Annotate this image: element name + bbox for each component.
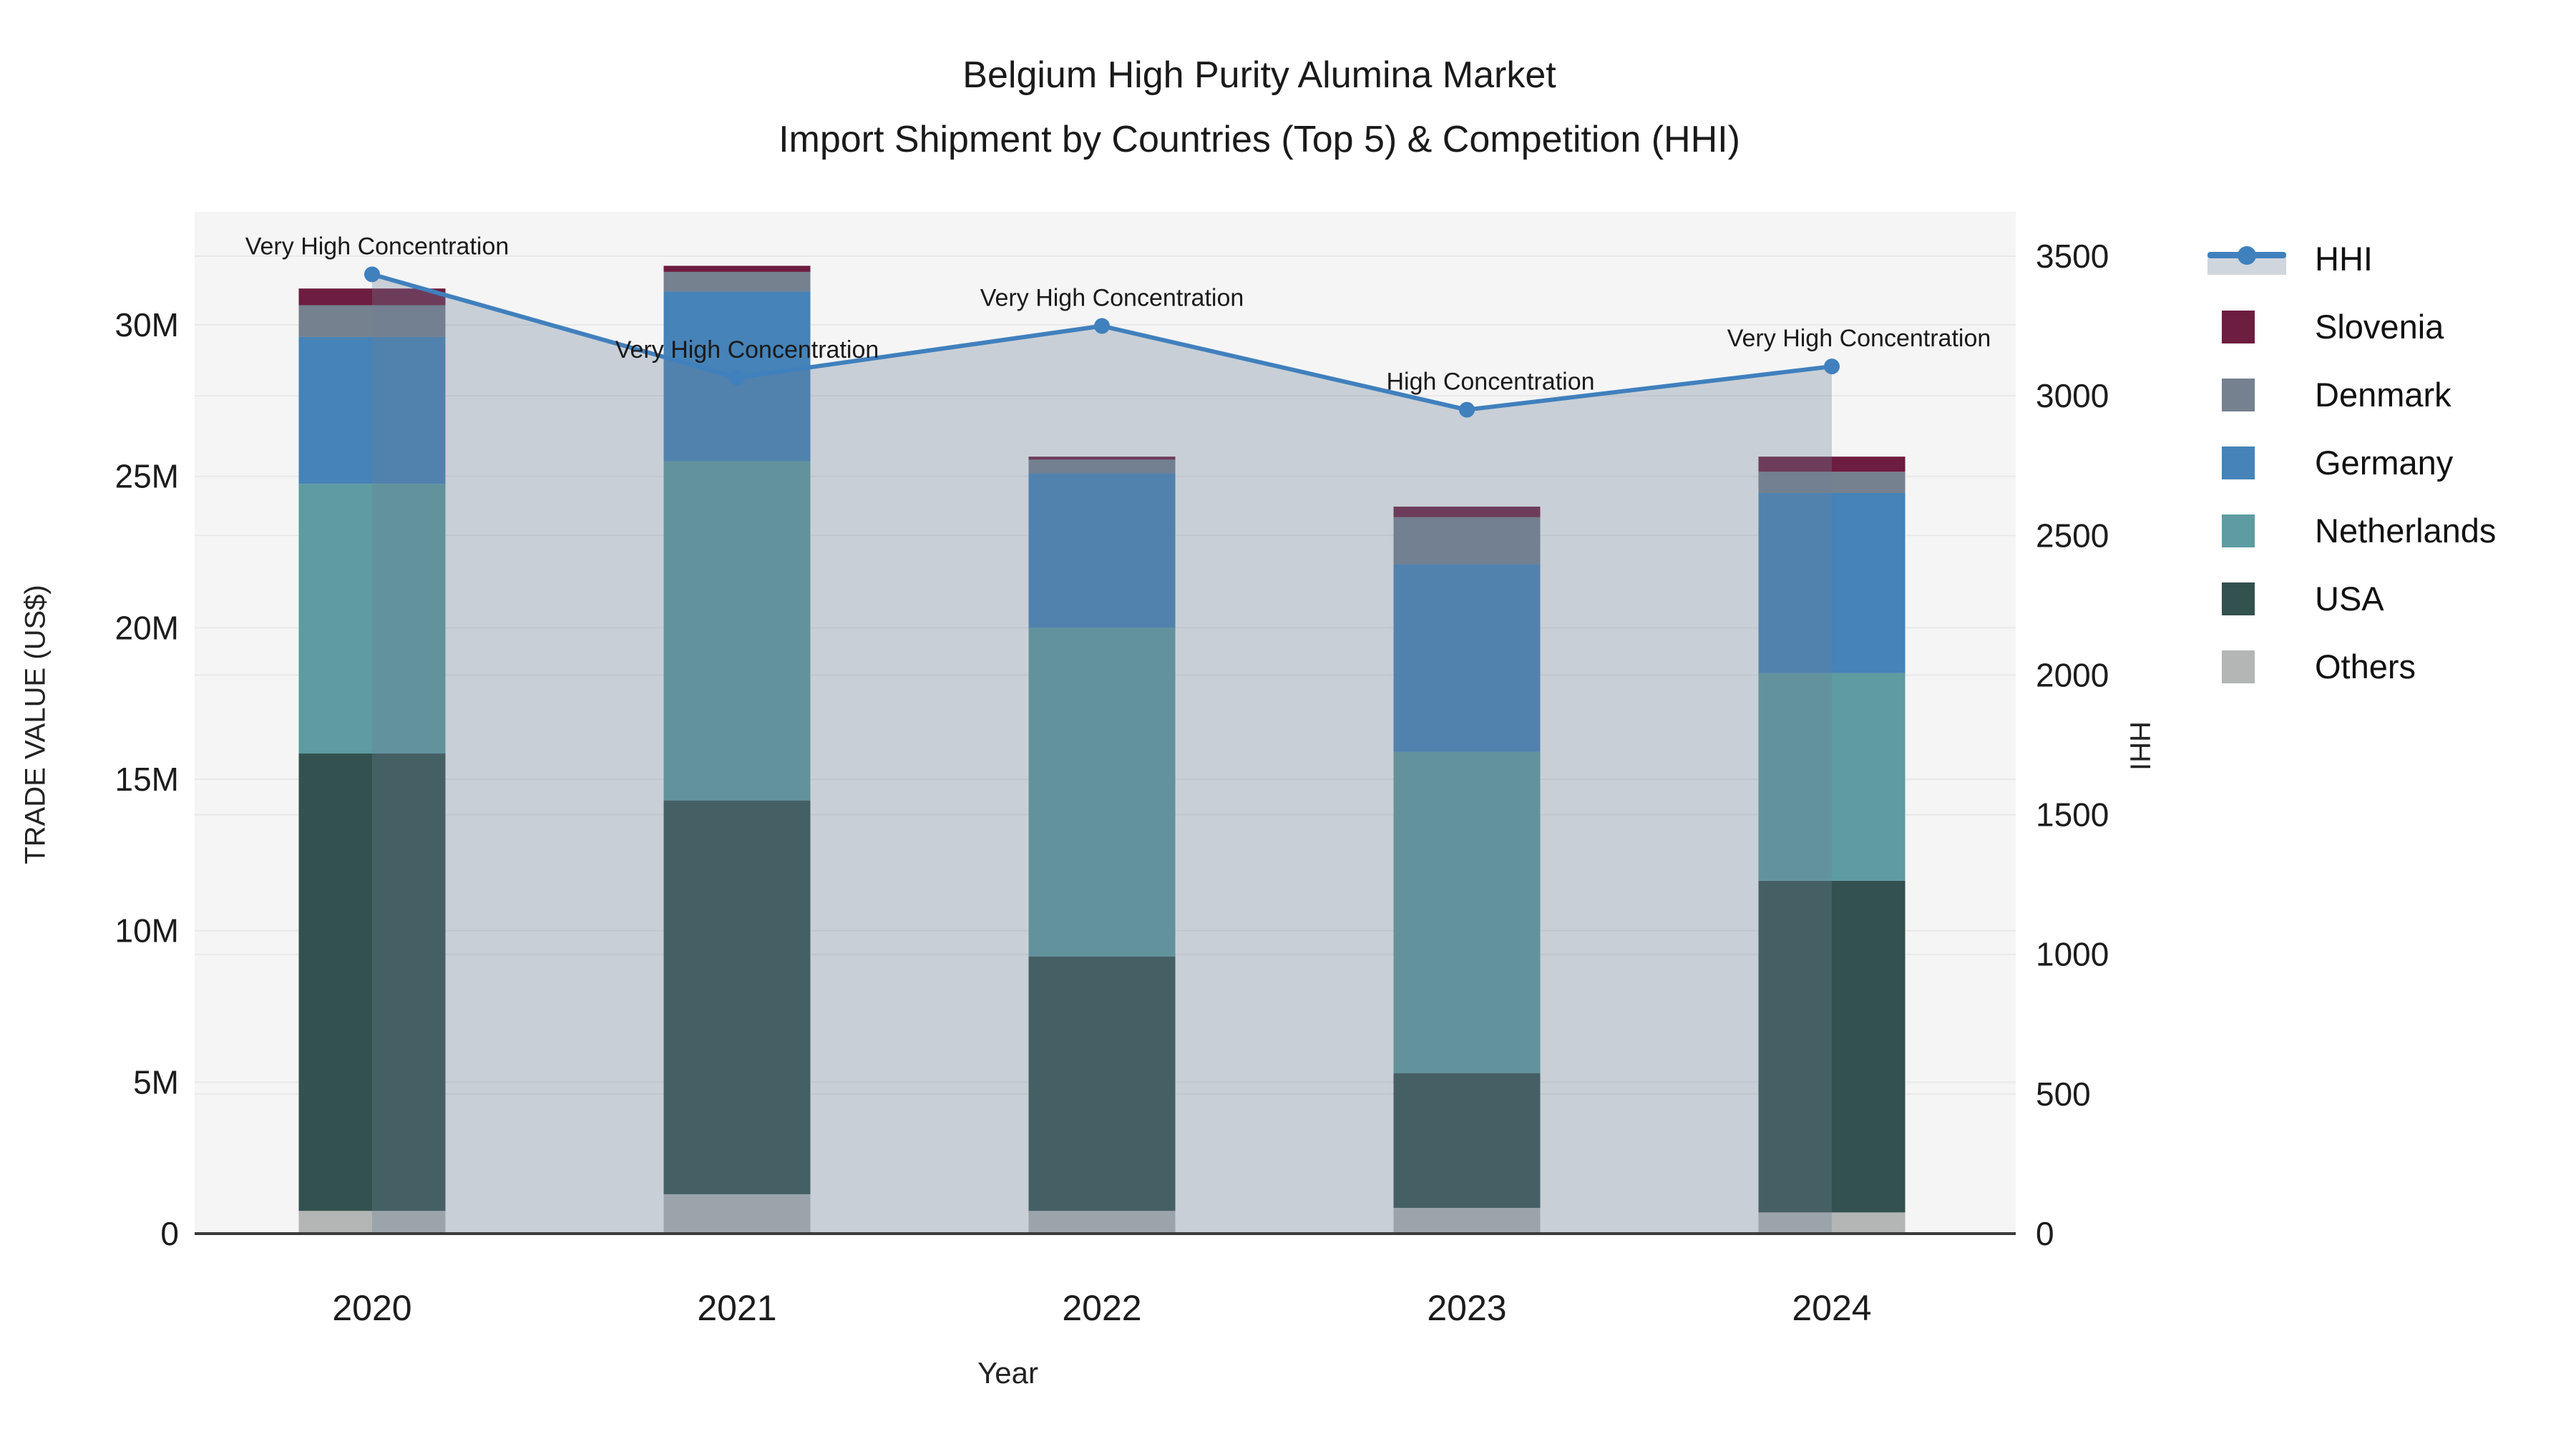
legend-label-slovenia: Slovenia (2315, 308, 2444, 346)
tick-label-year-2021: 2021 (697, 1288, 776, 1328)
chart-title-line2: Import Shipment by Countries (Top 5) & C… (779, 119, 1740, 160)
legend-label-hhi: HHI (2315, 240, 2373, 278)
bar-segment-others-2023[interactable] (1393, 1208, 1541, 1234)
legend-label-others: Others (2315, 648, 2416, 686)
legend-swatch-denmark-icon (2222, 378, 2255, 411)
y-axis-title-left: TRADE VALUE (US$) (19, 585, 52, 864)
legend-label-germany: Germany (2315, 444, 2454, 482)
legend-swatch-wrap (2207, 310, 2286, 343)
bar-segment-slovenia-2021[interactable] (663, 265, 811, 272)
bar-segment-denmark-2024[interactable] (1758, 472, 1906, 493)
bar-segment-denmark-2022[interactable] (1028, 459, 1176, 474)
legend-swatch-wrap (2207, 514, 2286, 547)
legend: HHI Slovenia Denmark Germany Netherlands USA O… (2207, 225, 2496, 701)
bar-segment-germany-2022[interactable] (1028, 473, 1176, 628)
chart-title-line1: Belgium High Purity Alumina Market (962, 54, 1556, 96)
bar-segment-denmark-2020[interactable] (298, 305, 446, 337)
bar-segment-slovenia-2023[interactable] (1393, 507, 1541, 517)
tick-label-year-2024: 2024 (1792, 1288, 1871, 1328)
bar-segment-slovenia-2022[interactable] (1028, 457, 1176, 460)
tick-label-left-5M: 5M (133, 1063, 179, 1101)
hhi-marker-2021[interactable] (729, 369, 745, 386)
tick-label-year-2020: 2020 (332, 1288, 411, 1328)
legend-hhi-marker-dot (2238, 245, 2256, 265)
legend-hhi-line-sample-icon (2207, 240, 2286, 278)
tick-label-left-15M: 15M (115, 761, 179, 798)
hhi-area-fill (372, 274, 1832, 1234)
bar-segment-netherlands-2020[interactable] (298, 484, 446, 754)
bar-segment-others-2024[interactable] (1758, 1212, 1906, 1234)
hhi-marker-2022[interactable] (1094, 318, 1110, 334)
annotation-2020: Very High Concentration (245, 233, 509, 260)
tick-label-right-500: 500 (2036, 1075, 2091, 1113)
annotation-2024: Very High Concentration (1727, 325, 1991, 352)
tick-label-right-3000: 3000 (2036, 377, 2109, 414)
legend-swatch-wrap (2207, 378, 2286, 411)
bar-segment-others-2021[interactable] (663, 1194, 811, 1234)
bar-segment-germany-2020[interactable] (298, 336, 446, 484)
tick-label-right-0: 0 (2036, 1215, 2054, 1252)
annotation-2021: Very High Concentration (615, 336, 879, 364)
bar-segment-netherlands-2023[interactable] (1393, 751, 1541, 1073)
x-axis-title: Year (977, 1356, 1038, 1390)
annotation-2022: Very High Concentration (980, 285, 1244, 312)
tick-label-right-1500: 1500 (2036, 796, 2109, 834)
hhi-marker-2020[interactable] (364, 266, 380, 283)
bar-segment-others-2020[interactable] (298, 1211, 446, 1234)
tick-label-left-10M: 10M (115, 912, 179, 950)
bar-segment-denmark-2021[interactable] (663, 271, 811, 292)
bar-segment-slovenia-2020[interactable] (298, 288, 446, 306)
bar-segment-usa-2020[interactable] (298, 753, 446, 1211)
bar-segment-usa-2022[interactable] (1028, 956, 1176, 1211)
bar-segment-usa-2023[interactable] (1393, 1073, 1541, 1209)
legend-item-denmark[interactable]: Denmark (2207, 361, 2496, 429)
hhi-marker-2023[interactable] (1459, 401, 1475, 418)
tick-label-right-3500: 3500 (2036, 238, 2109, 275)
bar-segment-denmark-2023[interactable] (1393, 517, 1541, 565)
chart-title: Belgium High Purity Alumina Market Impor… (0, 43, 2519, 172)
legend-swatch-netherlands-icon (2222, 514, 2255, 547)
bar-segment-slovenia-2024[interactable] (1758, 457, 1906, 472)
legend-swatch-others-icon (2222, 650, 2255, 683)
tick-label-left-0: 0 (160, 1215, 179, 1252)
legend-swatch-slovenia-icon (2222, 310, 2255, 343)
legend-label-denmark: Denmark (2315, 376, 2451, 414)
tick-label-year-2022: 2022 (1062, 1288, 1141, 1328)
legend-label-usa: USA (2315, 580, 2384, 618)
bar-segment-others-2022[interactable] (1028, 1211, 1176, 1234)
annotation-2023: High Concentration (1386, 369, 1594, 396)
y-axis-title-right: HHI (2124, 721, 2156, 771)
bar-segment-germany-2023[interactable] (1393, 564, 1541, 752)
hhi-marker-2024[interactable] (1824, 358, 1840, 375)
tick-label-year-2023: 2023 (1427, 1288, 1506, 1328)
tick-label-right-2500: 2500 (2036, 517, 2109, 554)
tick-label-left-25M: 25M (115, 458, 179, 495)
legend-item-hhi[interactable]: HHI (2207, 225, 2496, 293)
tick-label-left-20M: 20M (115, 609, 179, 646)
tick-label-left-30M: 30M (115, 306, 179, 343)
legend-item-slovenia[interactable]: Slovenia (2207, 293, 2496, 361)
bar-segment-germany-2024[interactable] (1758, 492, 1906, 673)
legend-swatch-wrap (2207, 650, 2286, 683)
legend-swatch-usa-icon (2222, 582, 2255, 615)
bar-segment-usa-2024[interactable] (1758, 880, 1906, 1213)
bar-segment-netherlands-2022[interactable] (1028, 628, 1176, 957)
legend-swatch-wrap (2207, 446, 2286, 479)
tick-label-right-2000: 2000 (2036, 656, 2109, 693)
bar-segment-netherlands-2024[interactable] (1758, 673, 1906, 881)
legend-swatch-germany-icon (2222, 446, 2255, 479)
legend-item-netherlands[interactable]: Netherlands (2207, 497, 2496, 565)
legend-item-others[interactable]: Others (2207, 633, 2496, 701)
legend-item-germany[interactable]: Germany (2207, 429, 2496, 497)
tick-label-right-1000: 1000 (2036, 936, 2109, 973)
legend-label-netherlands: Netherlands (2315, 512, 2497, 550)
bar-segment-usa-2021[interactable] (663, 800, 811, 1194)
bar-segment-netherlands-2021[interactable] (663, 461, 811, 801)
legend-swatch-wrap (2207, 582, 2286, 615)
legend-item-usa[interactable]: USA (2207, 565, 2496, 633)
